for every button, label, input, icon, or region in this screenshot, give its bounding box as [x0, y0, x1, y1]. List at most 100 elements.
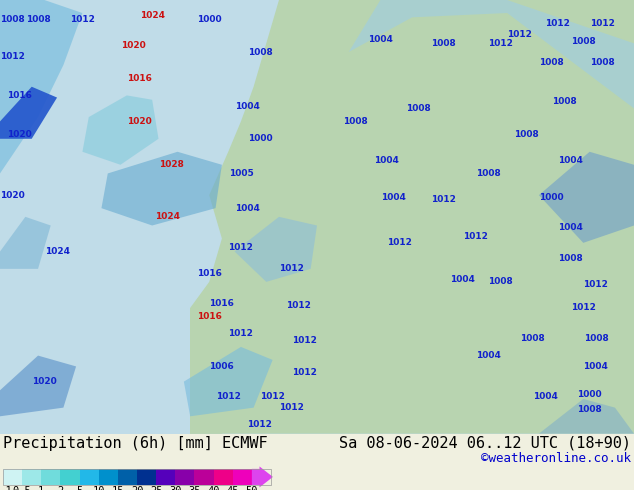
Text: 2: 2 [57, 486, 63, 490]
Bar [233, 469, 252, 485]
Text: 10: 10 [93, 486, 105, 490]
Bar [22, 469, 41, 485]
Polygon shape [101, 152, 222, 225]
Text: 1012: 1012 [216, 392, 241, 401]
Text: 1008: 1008 [571, 37, 596, 46]
Bar [3, 469, 22, 485]
Text: 1008: 1008 [514, 130, 539, 139]
Text: 1012: 1012 [507, 30, 533, 39]
Text: 1012: 1012 [70, 15, 95, 24]
Text: 1008: 1008 [583, 334, 609, 343]
Text: 0.5: 0.5 [13, 486, 32, 490]
Text: 1012: 1012 [260, 392, 285, 401]
Text: 1012: 1012 [292, 336, 317, 345]
Text: ©weatheronline.co.uk: ©weatheronline.co.uk [481, 452, 631, 465]
Polygon shape [178, 347, 241, 434]
Text: 1000: 1000 [578, 390, 602, 399]
Text: 1008: 1008 [476, 169, 501, 178]
Text: 1008: 1008 [558, 253, 583, 263]
Text: 1012: 1012 [279, 403, 304, 412]
Text: 1016: 1016 [197, 312, 222, 321]
Text: 1012: 1012 [463, 232, 488, 241]
Bar [195, 469, 214, 485]
Text: 1008: 1008 [577, 405, 602, 415]
Text: 15: 15 [112, 486, 124, 490]
Text: 1008: 1008 [590, 58, 615, 68]
Bar [137, 469, 156, 485]
Polygon shape [0, 217, 51, 269]
Text: 1004: 1004 [235, 204, 260, 213]
Polygon shape [539, 152, 634, 243]
Polygon shape [0, 0, 82, 173]
Text: 1020: 1020 [32, 377, 57, 386]
Text: 1004: 1004 [380, 193, 406, 202]
Bar [41, 469, 60, 485]
Polygon shape [539, 399, 634, 434]
Text: 1008: 1008 [431, 39, 456, 48]
Bar [60, 469, 80, 485]
Text: 1012: 1012 [285, 301, 311, 310]
Text: 1024: 1024 [155, 212, 181, 221]
Text: 1020: 1020 [0, 191, 25, 199]
Bar [118, 469, 137, 485]
Text: 1004: 1004 [583, 362, 609, 371]
Text: 1004: 1004 [450, 275, 476, 284]
Text: 40: 40 [207, 486, 220, 490]
Polygon shape [349, 0, 634, 108]
FancyArrow shape [252, 466, 273, 488]
Text: 50: 50 [245, 486, 258, 490]
Text: 20: 20 [131, 486, 143, 490]
Bar [175, 469, 195, 485]
Text: 1000: 1000 [248, 134, 272, 143]
Text: 1016: 1016 [209, 299, 235, 308]
Text: 1004: 1004 [558, 156, 583, 165]
Text: 1008: 1008 [247, 48, 273, 56]
Text: 1004: 1004 [558, 223, 583, 232]
Text: 1008: 1008 [552, 98, 577, 106]
Text: 30: 30 [169, 486, 181, 490]
Polygon shape [0, 87, 57, 139]
Text: 1024: 1024 [139, 11, 165, 20]
Text: 1004: 1004 [533, 392, 558, 401]
Bar [156, 469, 175, 485]
Text: 1006: 1006 [209, 362, 235, 371]
Text: 1012: 1012 [571, 303, 596, 313]
Text: Sa 08-06-2024 06..12 UTC (18+90): Sa 08-06-2024 06..12 UTC (18+90) [339, 436, 631, 451]
Text: 1012: 1012 [279, 265, 304, 273]
Text: 1000: 1000 [540, 193, 564, 202]
Text: 1020: 1020 [6, 130, 32, 139]
Polygon shape [0, 356, 76, 416]
Text: 1000: 1000 [197, 15, 221, 24]
Text: 1012: 1012 [545, 19, 571, 28]
Text: 1028: 1028 [158, 160, 184, 169]
Text: 1012: 1012 [488, 39, 514, 48]
Text: Precipitation (6h) [mm] ECMWF: Precipitation (6h) [mm] ECMWF [3, 436, 268, 451]
Bar [80, 469, 99, 485]
Bar [3, 469, 271, 485]
Text: 1004: 1004 [476, 351, 501, 360]
Text: 1012: 1012 [590, 19, 615, 28]
Text: 1016: 1016 [197, 269, 222, 278]
Text: 1005: 1005 [228, 169, 254, 178]
Text: 25: 25 [150, 486, 162, 490]
Text: 35: 35 [188, 486, 201, 490]
Text: 1012: 1012 [583, 279, 609, 289]
Text: 1004: 1004 [374, 156, 399, 165]
Text: 0.1: 0.1 [0, 486, 13, 490]
Bar [99, 469, 118, 485]
Text: 1012: 1012 [247, 420, 273, 429]
Text: 1008: 1008 [520, 334, 545, 343]
Text: 1008: 1008 [488, 277, 514, 286]
Text: 1020: 1020 [127, 117, 152, 126]
Bar [214, 469, 233, 485]
Text: 1: 1 [38, 486, 44, 490]
Text: 5: 5 [77, 486, 82, 490]
Text: 1016: 1016 [127, 74, 152, 82]
Text: 1012: 1012 [387, 238, 412, 247]
Text: 1008: 1008 [342, 117, 368, 126]
Text: 1012: 1012 [0, 52, 25, 61]
Text: 1012: 1012 [228, 243, 254, 252]
Text: 1012: 1012 [292, 368, 317, 377]
Text: 1008: 1008 [539, 58, 564, 68]
Polygon shape [178, 0, 634, 434]
